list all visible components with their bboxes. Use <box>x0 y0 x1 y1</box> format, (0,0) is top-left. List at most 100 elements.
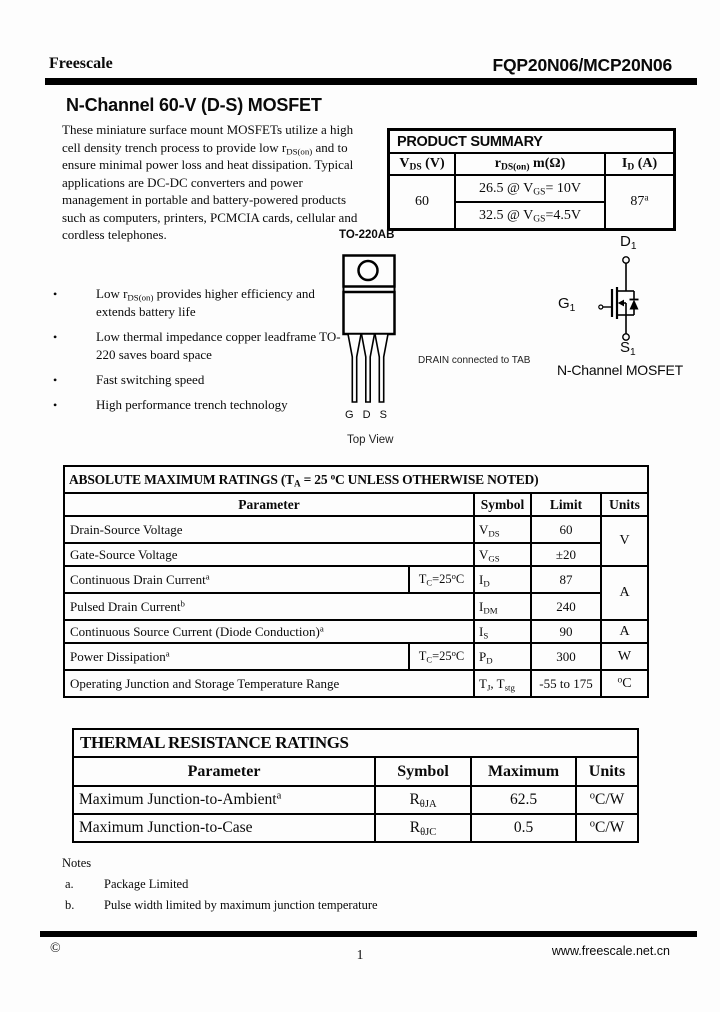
symbol-cell: IDM <box>473 592 532 621</box>
param-cell: Maximum Junction-to-Case <box>72 813 376 843</box>
units-cell: W <box>599 642 650 671</box>
column-header-units: Units <box>599 492 650 517</box>
drain-tab-note: DRAIN connected to TAB <box>418 355 531 366</box>
units-cell: oC/W <box>574 785 640 815</box>
bullet-icon: • <box>53 373 58 387</box>
param-cell: Drain-Source Voltage <box>63 515 475 544</box>
drain-terminal-label: D1 <box>620 233 637 252</box>
id-value-cell: 87a <box>604 174 676 231</box>
limit-cell: 60 <box>530 515 602 544</box>
column-header-symbol: Symbol <box>374 756 472 787</box>
top-view-label: Top View <box>347 434 394 446</box>
pin-label-drain: D <box>362 409 371 421</box>
rds-value-cell: 32.5 @ VGS=4.5V <box>454 201 606 231</box>
feature-list: • Low rDS(on) provides higher efficiency… <box>50 285 342 421</box>
limit-cell: 87 <box>530 565 602 594</box>
param-cell: Pulsed Drain Currentb <box>63 592 475 621</box>
symbol-cell: RθJA <box>374 785 472 815</box>
part-number: FQP20N06/MCP20N06 <box>492 55 673 75</box>
bullet-icon: • <box>53 287 58 301</box>
bullet-icon: • <box>53 398 58 412</box>
list-item: • Fast switching speed <box>50 371 342 389</box>
symbol-cell: RθJC <box>374 813 472 843</box>
table-row: Pulsed Drain Currentb IDM 240 <box>63 592 648 621</box>
units-cell: A <box>599 619 650 644</box>
table-title: THERMAL RESISTANCE RATINGS <box>71 728 640 758</box>
table-row: Maximum Junction-to-Case RθJC 0.5 oC/W <box>72 813 640 843</box>
list-item: • Low thermal impedance copper leadframe… <box>50 328 342 364</box>
vds-value-cell: 60 <box>387 174 456 231</box>
table-row: Gate-Source Voltage VGS ±20 <box>63 542 648 567</box>
limit-cell: -55 to 175 <box>530 669 602 698</box>
symbol-cell: ID <box>473 565 532 594</box>
package-name-label: TO-220AB <box>339 229 395 241</box>
absolute-maximum-ratings-table: ABSOLUTE MAXIMUM RATINGS (TA = 25 oC UNL… <box>62 465 650 698</box>
feature-text: High performance trench technology <box>96 397 288 412</box>
note-text: Pulse width limited by maximum junction … <box>104 898 378 912</box>
product-summary-title: PRODUCT SUMMARY <box>387 128 676 154</box>
header-divider <box>45 78 697 85</box>
column-header-units: Units <box>574 756 640 787</box>
copyright-symbol: © <box>50 941 61 956</box>
symbol-cell: TJ, Tstg <box>473 669 532 698</box>
param-cell: Continuous Drain Currenta <box>63 565 410 594</box>
column-header-rds: rDS(on) m(Ω) <box>454 152 606 176</box>
limit-cell: 300 <box>530 642 602 671</box>
notes-section: Notes a. Package Limited b. Pulse width … <box>62 856 378 913</box>
table-row: Power Dissipationa TC=25oC PD 300 W <box>63 642 650 671</box>
limit-cell: 90 <box>530 619 602 644</box>
list-item: b. Pulse width limited by maximum juncti… <box>62 898 378 913</box>
table-row: Continuous Source Current (Diode Conduct… <box>63 619 650 644</box>
note-text: Package Limited <box>104 877 189 891</box>
table-row: Drain-Source Voltage VDS 60 V <box>63 515 650 567</box>
param-cell: Maximum Junction-to-Ambienta <box>72 785 376 815</box>
units-cell: A <box>599 565 650 621</box>
limit-cell: ±20 <box>530 542 602 567</box>
page-number: 1 <box>356 947 364 962</box>
limit-cell: 240 <box>530 592 602 621</box>
symbol-cell: IS <box>473 619 532 644</box>
symbol-cell: VGS <box>473 542 532 567</box>
note-label: b. <box>65 898 75 912</box>
mosfet-symbol <box>598 256 639 341</box>
feature-text: Low thermal impedance copper leadframe T… <box>96 329 341 362</box>
param-cell: Operating Junction and Storage Temperatu… <box>63 669 475 698</box>
column-header-id: ID (A) <box>604 152 676 176</box>
column-header-vds: VDS (V) <box>387 152 456 176</box>
thermal-resistance-table: THERMAL RESISTANCE RATINGS Parameter Sym… <box>71 728 640 843</box>
list-item: a. Package Limited <box>62 877 378 892</box>
column-header-symbol: Symbol <box>473 492 532 517</box>
website-url: www.freescale.net.cn <box>551 944 670 958</box>
gate-terminal-label: G1 <box>558 295 576 314</box>
to-220ab-package-drawing <box>342 254 396 403</box>
description-paragraph: These miniature surface mount MOSFETs ut… <box>62 122 358 242</box>
list-item: • Low rDS(on) provides higher efficiency… <box>50 285 342 321</box>
pin-label-source: S <box>379 409 387 421</box>
pin-label-gate: G <box>345 409 354 421</box>
table-title: ABSOLUTE MAXIMUM RATINGS (TA = 25 oC UNL… <box>62 465 650 494</box>
notes-heading: Notes <box>62 856 92 870</box>
maximum-cell: 0.5 <box>470 813 577 843</box>
column-header-parameter: Parameter <box>72 756 376 787</box>
table-row: Continuous Drain Currenta TC=25oC ID 87 … <box>63 565 650 621</box>
column-header-parameter: Parameter <box>63 492 475 517</box>
footer-divider <box>40 931 697 937</box>
product-summary-table: PRODUCT SUMMARY VDS (V) rDS(on) m(Ω) ID … <box>387 128 676 231</box>
feature-text: Low rDS(on) provides higher efficiency a… <box>96 286 315 319</box>
condition-cell: TC=25oC <box>408 642 475 671</box>
mosfet-symbol-caption: N-Channel MOSFET <box>557 362 683 378</box>
feature-text: Fast switching speed <box>96 372 205 387</box>
page-title: N-Channel 60-V (D-S) MOSFET <box>66 95 322 115</box>
maximum-cell: 62.5 <box>470 785 577 815</box>
param-cell: Power Dissipationa <box>63 642 410 671</box>
list-item: • High performance trench technology <box>50 396 342 414</box>
pin-labels: G D S <box>345 409 387 421</box>
column-header-limit: Limit <box>530 492 602 517</box>
source-terminal-label: S1 <box>620 339 636 358</box>
symbol-cell: PD <box>473 642 532 671</box>
units-cell: oC <box>599 669 650 698</box>
param-cell: Continuous Source Current (Diode Conduct… <box>63 619 475 644</box>
table-row: Operating Junction and Storage Temperatu… <box>63 669 650 698</box>
column-header-maximum: Maximum <box>470 756 577 787</box>
